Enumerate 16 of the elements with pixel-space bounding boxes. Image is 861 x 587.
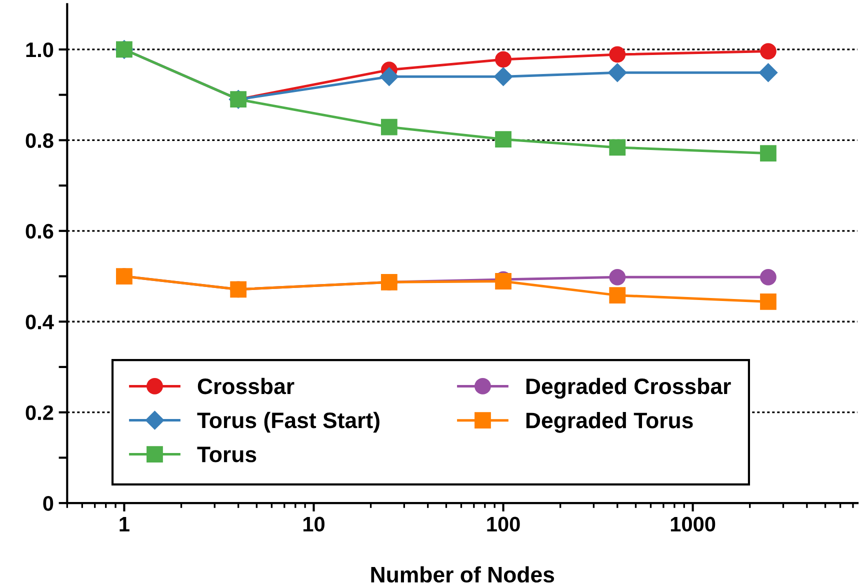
legend-label: Degraded Crossbar (526, 378, 731, 399)
y-tick-label: 0.6 (26, 224, 54, 239)
legend-label: Torus (Fast Start) (197, 412, 380, 433)
y-tick-label: 0.4 (26, 314, 54, 330)
x-tick-label: 1000 (670, 516, 716, 532)
y-tick-label: 0.8 (26, 133, 54, 148)
x-tick-label: 100 (487, 516, 520, 532)
legend-label: Torus (197, 446, 256, 462)
x-tick-label: 1 (120, 517, 130, 532)
y-tick-label: 0 (43, 496, 54, 511)
x-axis-title: Number of Nodes (371, 566, 554, 583)
legend-label: Degraded Torus (526, 412, 693, 433)
x-tick-label: 10 (303, 516, 324, 532)
legend-label: Crossbar (198, 378, 294, 394)
y-tick-label: 0.2 (26, 405, 54, 420)
y-tick-label: 1.0 (26, 42, 54, 58)
